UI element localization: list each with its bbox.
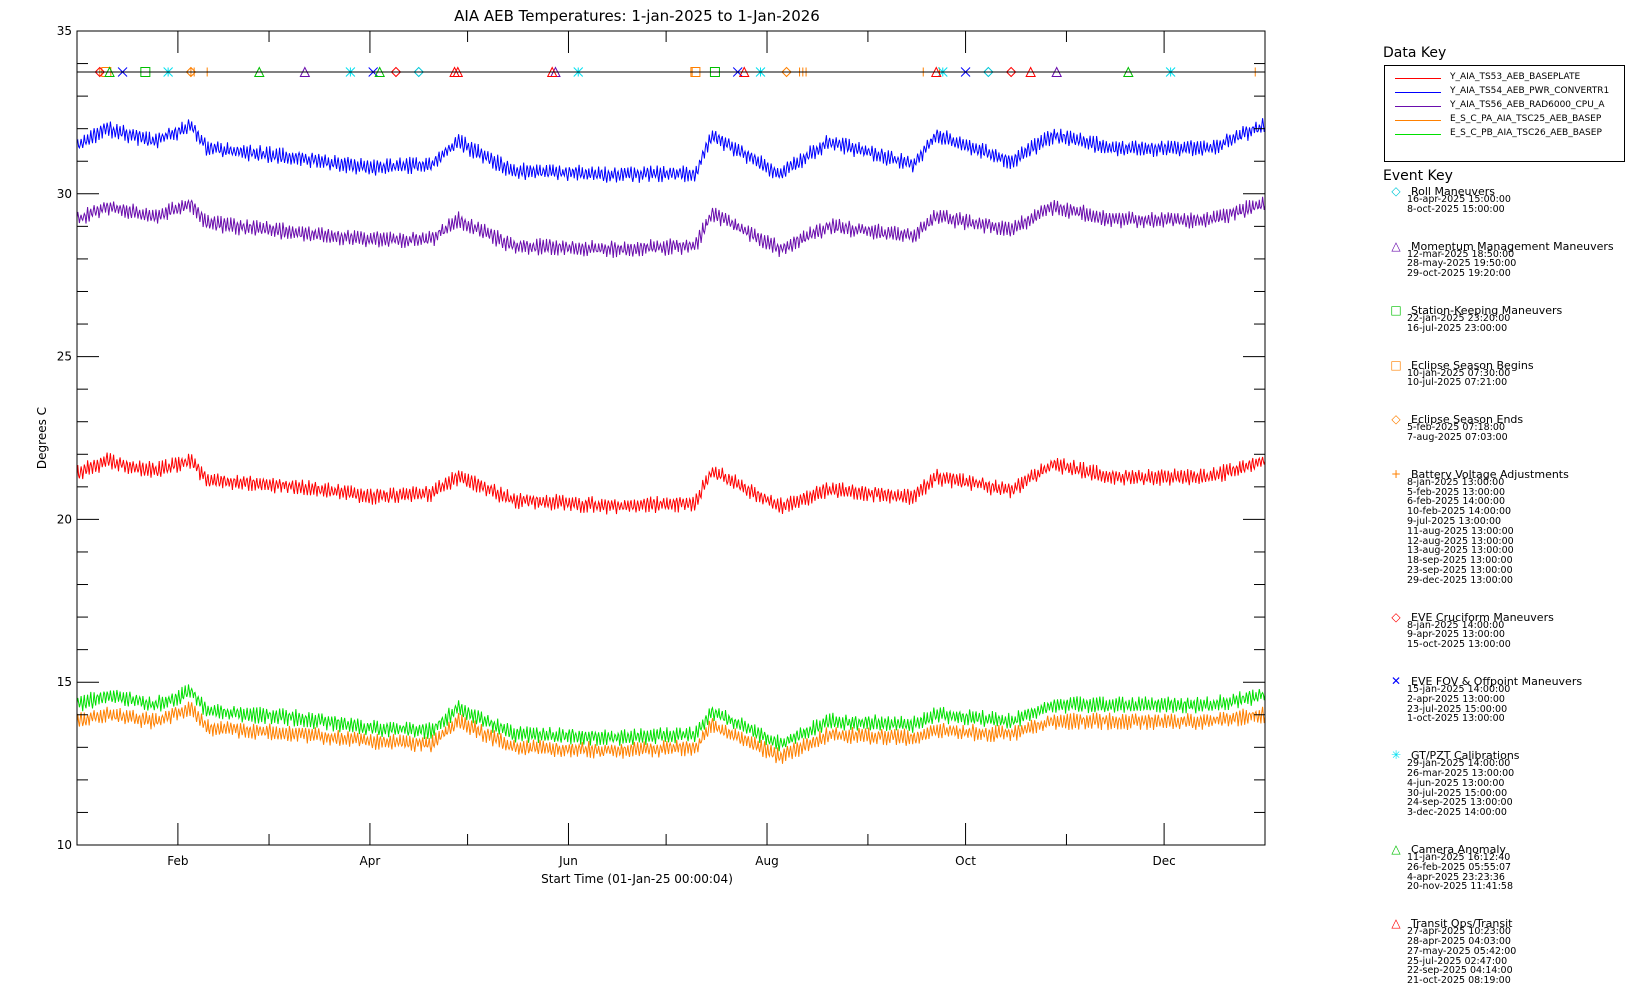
legend-label: Y_AIA_TS54_AEB_PWR_CONVERTR1 [1450, 86, 1610, 96]
y-tick-label: 35 [57, 24, 72, 38]
legend-line-swatch [1395, 134, 1441, 135]
legend-line-swatch [1395, 106, 1441, 107]
event-dates: 8-jan-2025 14:00:00 9-apr-2025 13:00:00 … [1407, 619, 1511, 651]
event-name: Momentum Management Maneuvers [1411, 239, 1614, 253]
event-dates: 27-apr-2025 10:23:00 28-apr-2025 04:03:0… [1407, 926, 1517, 986]
event-dates: 8-jan-2025 13:00:00 5-feb-2025 13:00:00 … [1407, 476, 1514, 586]
event-name: EVE FOV & Offpoint Maneuvers [1411, 675, 1583, 688]
temperature-chart: AIA AEB Temperatures: 1-jan-2025 to 1-Ja… [35, 7, 1266, 886]
diamond-marker [983, 66, 994, 78]
event-name: Eclipse Season Ends [1411, 413, 1524, 427]
triangle-icon: △ [1391, 238, 1401, 253]
event-name: Camera Anomaly [1411, 843, 1506, 856]
event-key-title: Event Key [1383, 168, 1453, 184]
event-name: Eclipse Season Begins [1411, 358, 1534, 372]
legend-label: Y_AIA_TS53_AEB_BASEPLATE [1450, 72, 1581, 82]
diamond-icon: ◇ [1391, 412, 1401, 427]
legend-label: E_S_C_PA_AIA_TSC25_AEB_BASEP [1450, 114, 1602, 124]
data-key-entry: E_S_C_PB_AIA_TSC26_AEB_BASEP [1395, 127, 1623, 141]
event-dates: 10-jan-2025 07:30:00 10-jul-2025 07:21:0… [1407, 367, 1511, 389]
plot-frame [76, 30, 1266, 846]
event-dates: 5-feb-2025 07:18:00 7-aug-2025 07:03:00 [1407, 422, 1508, 443]
diamond-icon: ◇ [1391, 609, 1401, 624]
x-tick-label: Oct [955, 854, 976, 868]
triangle-icon: △ [1391, 916, 1401, 931]
data-key-entry: Y_AIA_TS56_AEB_RAD6000_CPU_A [1395, 99, 1623, 113]
legend-line-swatch [1395, 92, 1441, 93]
x-icon: ✕ [1390, 674, 1402, 688]
diamond-marker [413, 66, 424, 78]
triangle-icon: △ [1391, 842, 1401, 856]
series-line [76, 196, 1266, 258]
data-key-title: Data Key [1383, 45, 1447, 61]
x-tick-label: Dec [1152, 854, 1175, 868]
event-dates: 11-jan-2025 16:12:40 26-feb-2025 05:55:0… [1407, 852, 1514, 893]
legend-line-swatch [1395, 78, 1441, 79]
square-icon: □ [1390, 357, 1402, 372]
event-name: Roll Maneuvers [1411, 185, 1495, 198]
asterisk-icon: ✳ [1390, 748, 1402, 763]
plus-icon: + [1390, 466, 1402, 481]
event-dates: 12-mar-2025 18:50:00 28-may-2025 19:50:0… [1407, 248, 1517, 280]
diamond-icon: ◇ [1391, 184, 1401, 198]
legend-label: E_S_C_PB_AIA_TSC26_AEB_BASEP [1450, 128, 1602, 138]
data-key-entry: Y_AIA_TS53_AEB_BASEPLATE [1395, 71, 1623, 85]
y-tick-label: 20 [57, 512, 72, 526]
series-line [76, 684, 1266, 752]
x-axis-label: Start Time (01-Jan-25 00:00:04) [541, 872, 733, 886]
data-key-entry: Y_AIA_TS54_AEB_PWR_CONVERTR1 [1395, 85, 1623, 99]
data-key-entry: E_S_C_PA_AIA_TSC25_AEB_BASEP [1395, 113, 1623, 127]
y-tick-label: 25 [57, 350, 72, 364]
y-tick-label: 30 [57, 187, 72, 201]
diamond-marker [94, 66, 105, 78]
data-key-legend: Y_AIA_TS53_AEB_BASEPLATE Y_AIA_TS54_AEB_P… [1384, 65, 1625, 162]
event-name: Station-Keeping Maneuvers [1411, 304, 1563, 317]
diamond-marker [781, 66, 792, 78]
diamond-marker [1005, 66, 1017, 78]
event-name: GT/PZT Calibrations [1411, 749, 1520, 763]
y-axis-label: Degrees C [35, 407, 49, 469]
event-name: EVE Cruciform Maneuvers [1411, 610, 1554, 624]
series-layer [76, 118, 1266, 764]
event-dates: 22-jan-2025 23:20:00 16-jul-2025 23:00:0… [1407, 313, 1511, 334]
event-dates: 29-jan-2025 14:00:00 26-mar-2025 13:00:0… [1407, 758, 1515, 819]
event-dates: 15-jan-2025 14:00:00 2-apr-2025 13:00:00… [1407, 684, 1511, 725]
square-icon: □ [1390, 303, 1402, 317]
event-dates: 16-apr-2025 15:00:00 8-oct-2025 15:00:00 [1407, 194, 1511, 215]
y-tick-label: 10 [57, 838, 72, 852]
y-tick-label: 15 [57, 675, 72, 689]
legend-label: Y_AIA_TS56_AEB_RAD6000_CPU_A [1450, 100, 1605, 110]
x-tick-label: Apr [360, 854, 381, 868]
legend-line-swatch [1395, 120, 1441, 121]
diamond-marker [390, 66, 402, 78]
series-line [76, 701, 1266, 764]
axis-layer: 10 15 20 25 30 35 Feb Apr Jun Aug Oct Dec [57, 24, 1266, 868]
series-line [76, 118, 1266, 183]
x-tick-label: Jun [558, 854, 578, 868]
series-line [76, 452, 1266, 515]
x-tick-label: Feb [167, 854, 188, 868]
event-name: Battery Voltage Adjustments [1411, 467, 1569, 481]
chart-title: AIA AEB Temperatures: 1-jan-2025 to 1-Ja… [454, 7, 820, 25]
x-tick-label: Aug [755, 854, 778, 868]
